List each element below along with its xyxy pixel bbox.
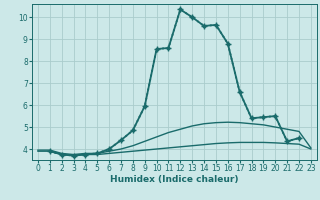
X-axis label: Humidex (Indice chaleur): Humidex (Indice chaleur) (110, 175, 239, 184)
